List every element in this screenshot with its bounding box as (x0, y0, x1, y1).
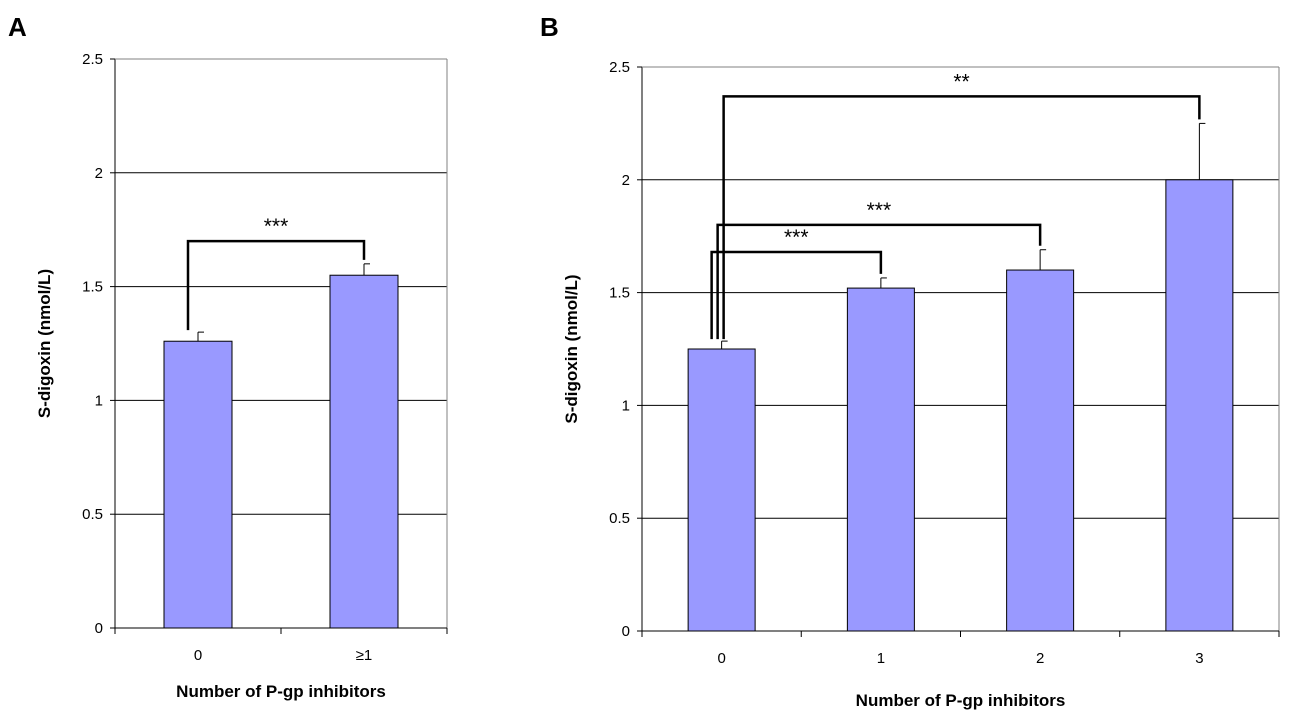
y-tick-label: 0 (95, 620, 103, 637)
x-tick-label: ≥1 (356, 647, 373, 664)
significance-label: *** (784, 226, 809, 249)
bar (1006, 269, 1075, 632)
significance-bracket (722, 95, 1201, 340)
chart-panel-b: B00.511.522.50 1 2 3********Number of P-gp … (540, 12, 1280, 710)
panel-label: A (8, 12, 27, 42)
y-tick-label: 0.5 (82, 506, 103, 523)
panel-label: B (540, 12, 559, 42)
chart-panel-a: A 0 0.5 1 1.5 2 2.5 0 ≥1 *** Number of P-gp inhibi… (8, 12, 448, 701)
significance-label: ** (953, 70, 969, 93)
significance-bracket (716, 223, 1042, 340)
bar (1165, 179, 1234, 632)
x-axis-title: Number of P-gp inhibitors (176, 682, 386, 701)
y-tick-label: 2.5 (609, 59, 630, 76)
y-axis-title: S-digoxin (nmol/L) (35, 269, 54, 418)
y-tick-label: 1.5 (82, 279, 103, 296)
significance-bracket (186, 239, 366, 331)
y-tick-label: 0 (622, 623, 630, 640)
y-tick-label: 1.5 (609, 285, 630, 302)
bar (687, 348, 756, 632)
x-tick-label: 2 (1036, 650, 1044, 667)
x-tick-label: 0 (717, 650, 725, 667)
y-tick-label: 2 (95, 165, 103, 182)
x-tick-label: 1 (877, 650, 885, 667)
y-tick-label: 1 (95, 392, 103, 409)
bar (163, 340, 233, 629)
bar (329, 274, 399, 629)
x-tick-label: 3 (1195, 650, 1203, 667)
significance-label: *** (867, 199, 892, 222)
significance-bracket (710, 250, 883, 340)
y-axis-title: S-digoxin (nmol/L) (562, 274, 581, 423)
y-tick-label: 2 (622, 172, 630, 189)
y-tick-label: 0.5 (609, 510, 630, 527)
y-tick-label: 2.5 (82, 51, 103, 68)
x-axis-title: Number of P-gp inhibitors (856, 691, 1066, 710)
bar (846, 287, 915, 632)
significance-label: *** (264, 215, 289, 238)
y-tick-label: 1 (622, 397, 630, 414)
x-tick-label: 0 (194, 647, 202, 664)
